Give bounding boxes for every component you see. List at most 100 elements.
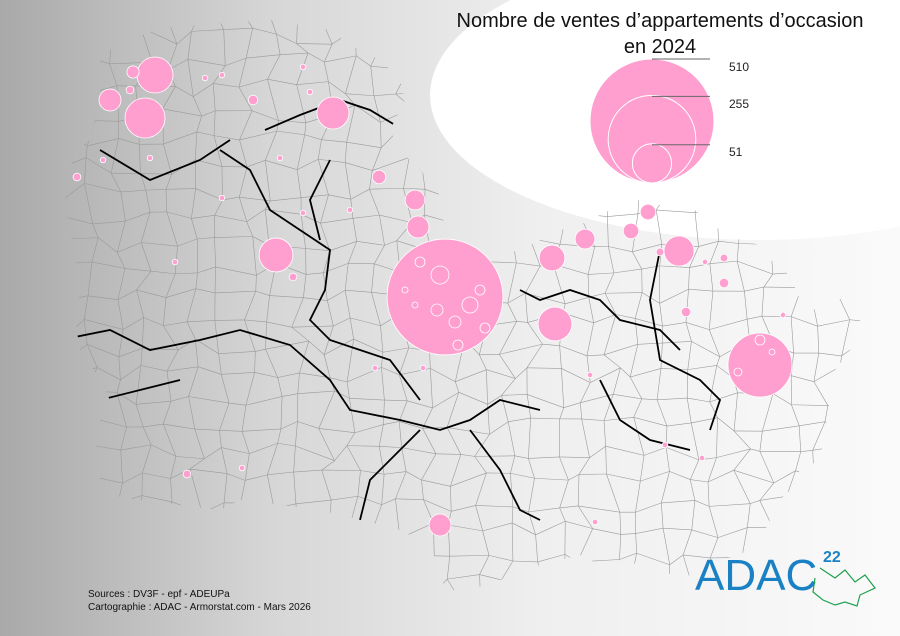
commune-border [383, 421, 400, 425]
commune-border [633, 417, 645, 456]
commune-border [269, 5, 298, 14]
commune-border [380, 131, 398, 148]
commune-border [70, 354, 74, 377]
commune-border [318, 428, 355, 434]
commune-border [245, 522, 276, 536]
commune-border [577, 561, 583, 587]
commune-border [99, 31, 113, 33]
sales-circle [404, 189, 426, 211]
commune-border [578, 457, 590, 475]
commune-border [223, 473, 228, 503]
commune-border [399, 538, 404, 551]
commune-border [690, 422, 700, 460]
commune-border [582, 586, 588, 590]
commune-border [529, 238, 541, 267]
commune-border [385, 549, 404, 555]
commune-border [691, 529, 719, 538]
commune-border [291, 550, 304, 577]
commune-border [267, 78, 297, 85]
commune-border [141, 317, 145, 349]
commune-border [395, 93, 413, 109]
sales-circle [218, 71, 226, 79]
commune-border [813, 245, 849, 251]
commune-border [317, 139, 322, 160]
commune-border [136, 271, 152, 291]
commune-border [632, 251, 642, 270]
commune-border [265, 160, 271, 202]
commune-border [41, 239, 62, 244]
commune-border [795, 470, 815, 478]
commune-border [537, 554, 565, 563]
commune-border [65, 320, 73, 331]
commune-border [839, 366, 860, 379]
commune-border [474, 455, 515, 457]
commune-border [220, 374, 230, 404]
commune-border [450, 472, 487, 487]
intercommunality-border [469, 429, 541, 521]
commune-border [89, 444, 92, 477]
commune-border [65, 374, 71, 377]
commune-border [690, 479, 709, 483]
commune-border [530, 417, 560, 420]
commune-border [318, 390, 335, 429]
sales-circle [663, 235, 695, 267]
commune-border [175, 272, 198, 275]
commune-border [763, 273, 774, 288]
commune-border [319, 602, 346, 614]
commune-border [422, 428, 437, 454]
commune-border [449, 555, 490, 557]
commune-border [33, 31, 39, 62]
commune-border [116, 252, 126, 269]
commune-border [296, 84, 307, 123]
commune-border [117, 242, 142, 253]
sales-circle [430, 265, 450, 285]
commune-border [219, 430, 222, 448]
commune-border [137, 533, 151, 548]
commune-border [135, 365, 142, 405]
commune-border [889, 290, 900, 294]
commune-border [35, 589, 58, 591]
commune-border [145, 189, 166, 191]
commune-border [791, 404, 828, 406]
sales-circle [591, 518, 599, 526]
commune-border [218, 353, 222, 375]
commune-border [475, 505, 483, 531]
commune-border [34, 475, 41, 509]
commune-border [40, 11, 71, 13]
commune-border [501, 378, 516, 396]
commune-border [346, 141, 382, 149]
commune-border [83, 502, 119, 509]
commune-border [380, 122, 382, 148]
commune-border [65, 136, 75, 146]
commune-border [221, 522, 246, 537]
commune-border [717, 527, 748, 538]
commune-border [82, 508, 92, 535]
commune-border [323, 325, 334, 355]
commune-border [308, 340, 325, 355]
commune-border [604, 602, 617, 636]
commune-border [165, 273, 176, 298]
commune-border [604, 293, 617, 315]
commune-border [334, 445, 348, 461]
commune-border [481, 599, 514, 604]
commune-border [239, 139, 248, 167]
commune-border [40, 158, 43, 187]
sales-circle [655, 247, 665, 257]
commune-border [32, 95, 41, 113]
commune-border [688, 288, 713, 292]
commune-border [349, 398, 356, 433]
commune-border [245, 28, 253, 59]
commune-border [94, 418, 127, 428]
commune-border [69, 116, 95, 121]
commune-border [65, 112, 70, 117]
commune-border [275, 534, 283, 564]
commune-border [197, 237, 215, 240]
commune-border [83, 31, 100, 56]
commune-border [559, 220, 566, 245]
commune-border [276, 130, 305, 136]
commune-border [48, 301, 62, 305]
commune-border [246, 160, 266, 168]
commune-border [669, 471, 691, 480]
commune-border [252, 27, 277, 35]
commune-border [273, 508, 276, 535]
